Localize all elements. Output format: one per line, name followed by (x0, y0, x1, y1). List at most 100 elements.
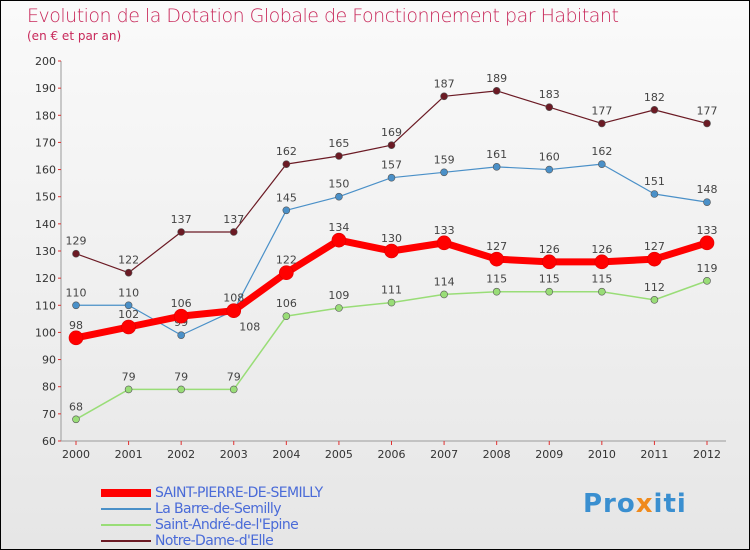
y-tick-label: 110 (35, 299, 56, 312)
data-point (699, 235, 715, 251)
x-tick-label: 2006 (378, 448, 406, 461)
legend-swatch (101, 508, 151, 510)
data-point (68, 330, 84, 346)
x-tick-label: 2010 (588, 448, 616, 461)
data-label: 160 (539, 151, 560, 164)
data-label: 115 (486, 273, 507, 286)
y-tick-label: 140 (35, 218, 56, 231)
data-label: 177 (697, 104, 718, 117)
y-tick-label: 130 (35, 245, 56, 258)
data-label: 108 (223, 292, 244, 305)
x-tick-label: 2001 (115, 448, 143, 461)
data-point (384, 243, 399, 259)
data-label: 187 (434, 77, 455, 90)
data-point (440, 92, 448, 101)
data-label: 115 (591, 273, 612, 286)
legend-label: La Barre-de-Semilly (155, 501, 281, 517)
data-point (229, 385, 238, 394)
data-point (703, 277, 711, 285)
data-label: 122 (118, 254, 139, 267)
data-label: 150 (328, 178, 349, 191)
data-label: 189 (486, 72, 507, 85)
data-point (650, 190, 659, 198)
y-tick-label: 70 (42, 408, 56, 421)
data-point (492, 287, 501, 296)
data-point (489, 251, 504, 267)
x-tick-label: 2002 (167, 448, 195, 461)
data-point (594, 254, 610, 270)
data-label: 122 (276, 254, 297, 267)
data-point (598, 119, 606, 128)
data-label: 114 (434, 275, 455, 288)
y-tick-label: 100 (35, 326, 56, 339)
data-label: 98 (69, 319, 83, 332)
data-label: 111 (381, 284, 402, 297)
data-point (545, 165, 554, 174)
legend-item: Notre-Dame-d'Elle (101, 533, 323, 549)
data-label: 109 (328, 289, 349, 302)
x-tick-label: 2011 (640, 448, 668, 461)
data-point (121, 319, 136, 335)
data-label: 129 (66, 235, 87, 248)
y-tick-label: 190 (35, 82, 56, 95)
data-point (492, 87, 501, 95)
data-label: 130 (381, 232, 402, 245)
data-point (282, 312, 291, 320)
x-tick-label: 2012 (693, 448, 721, 461)
y-tick-label: 120 (35, 272, 56, 285)
data-label: 157 (381, 159, 402, 172)
data-point (440, 168, 448, 177)
legend-swatch (101, 489, 151, 497)
data-point (229, 228, 238, 236)
x-tick-label: 2007 (430, 448, 458, 461)
legend-label: SAINT-PIERRE-DE-SEMILLY (155, 485, 323, 501)
data-label: 159 (434, 153, 455, 166)
data-point (440, 290, 448, 299)
data-point (436, 235, 452, 251)
data-point (177, 331, 185, 339)
data-point (545, 103, 554, 111)
data-point (335, 304, 343, 312)
data-point (387, 173, 396, 182)
data-point (387, 141, 396, 149)
legend-label: Notre-Dame-d'Elle (155, 533, 274, 549)
data-point (331, 232, 347, 248)
data-label: 68 (69, 400, 83, 413)
data-label: 108 (239, 321, 260, 334)
data-label: 133 (697, 224, 718, 237)
y-tick-label: 60 (42, 435, 56, 448)
proxiti-logo: Proxiti (583, 489, 687, 519)
data-label: 119 (697, 262, 718, 275)
y-tick-label: 90 (42, 354, 56, 367)
data-point (335, 152, 343, 160)
data-point (282, 206, 291, 215)
chart-title: Evolution de la Dotation Globale de Fonc… (27, 5, 619, 27)
data-point (650, 296, 659, 304)
data-label: 183 (539, 88, 560, 101)
y-tick-label: 160 (35, 164, 56, 177)
data-label: 106 (171, 297, 192, 310)
data-label: 115 (539, 273, 560, 286)
data-label: 165 (328, 137, 349, 150)
data-point (124, 268, 133, 277)
data-label: 177 (591, 104, 612, 117)
data-point (598, 160, 606, 168)
x-tick-label: 2003 (220, 448, 248, 461)
data-label: 148 (697, 183, 718, 196)
legend-item: Saint-André-de-l'Epine (101, 517, 323, 533)
data-label: 127 (644, 240, 665, 253)
x-tick-label: 2005 (325, 448, 353, 461)
data-point (72, 415, 80, 424)
chart-subtitle: (en € et par an) (27, 29, 122, 43)
data-point (647, 251, 662, 267)
data-label: 127 (486, 240, 507, 253)
data-label: 151 (644, 175, 665, 188)
data-point (72, 249, 80, 258)
data-point (703, 119, 711, 128)
legend-swatch (101, 540, 151, 542)
data-point (282, 160, 291, 168)
x-tick-label: 2004 (272, 448, 300, 461)
data-point (703, 198, 711, 206)
data-label: 145 (276, 191, 297, 204)
